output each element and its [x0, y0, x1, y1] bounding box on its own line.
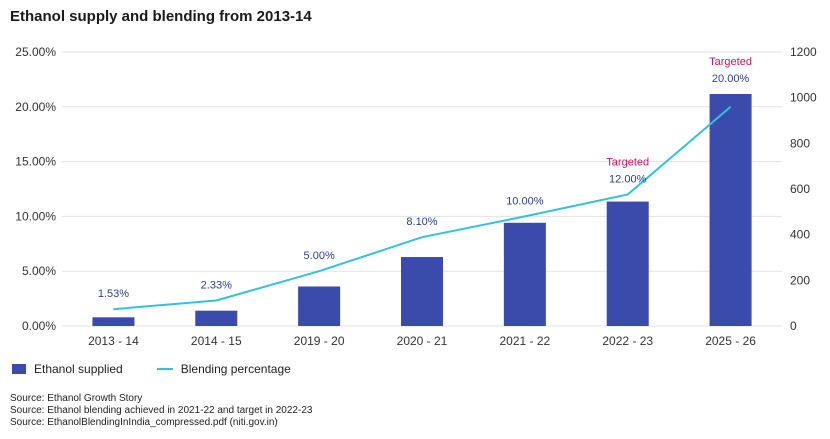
bar: [606, 201, 649, 326]
legend-label-ethanol-supplied: Ethanol supplied: [34, 362, 123, 376]
legend: Ethanol supplied Blending percentage: [12, 362, 291, 376]
left-axis-tick-label: 15.00%: [15, 155, 56, 169]
axis-labels: 0.00% 5.00% 10.00% 15.00% 20.00% 25.00% 0 200 40…: [15, 45, 817, 348]
data-label: 10.00%: [506, 195, 544, 207]
x-axis-tick-label: 2019 - 20: [294, 334, 345, 348]
right-axis-tick-label: 1200: [790, 45, 817, 59]
data-label: 2.33%: [201, 279, 232, 291]
left-axis-tick-label: 20.00%: [15, 100, 56, 114]
data-label: 8.10%: [406, 216, 437, 228]
right-axis-tick-label: 200: [790, 273, 810, 287]
right-axis-tick-label: 0: [790, 319, 797, 333]
sources: Source: Ethanol Growth Story Source: Eth…: [10, 393, 312, 429]
left-axis-tick-label: 5.00%: [22, 264, 56, 278]
x-axis-tick-label: 2020 - 21: [397, 334, 448, 348]
line-series: [113, 106, 732, 311]
annotation-label: Targeted: [606, 156, 649, 168]
blending-line: [113, 106, 732, 311]
source-line: Source: Ethanol Growth Story: [10, 393, 143, 404]
x-axis-tick-label: 2021 - 22: [499, 334, 550, 348]
left-axis-tick-label: 0.00%: [22, 319, 56, 333]
chart-title: Ethanol supply and blending from 2013-14: [10, 8, 312, 25]
right-axis-tick-label: 800: [790, 136, 810, 150]
left-axis-tick-label: 25.00%: [15, 45, 56, 59]
bar: [195, 310, 238, 326]
source-line: Source: Ethanol blending achieved in 202…: [10, 405, 313, 416]
bar: [709, 94, 752, 326]
legend-line-swatch: [156, 368, 173, 370]
bar: [92, 317, 135, 326]
data-labels: 1.53% 2.33% 5.00% 8.10% 10.00% 12.00% 20.00% Ta…: [98, 56, 752, 300]
legend-bar-swatch: [12, 364, 26, 374]
bar: [298, 286, 341, 326]
data-label: 1.53%: [98, 288, 129, 300]
bar: [401, 257, 443, 326]
x-axis-tick-label: 2022 - 23: [602, 334, 653, 348]
bar: [503, 222, 546, 326]
bar-series: [92, 94, 752, 326]
right-axis-tick-label: 600: [790, 182, 810, 196]
legend-label-blending-percentage: Blending percentage: [180, 362, 291, 376]
data-label: 12.00%: [609, 173, 647, 185]
data-label: 5.00%: [304, 250, 335, 262]
data-label: 20.00%: [712, 73, 750, 85]
right-axis-tick-label: 1000: [790, 91, 817, 105]
x-axis-tick-label: 2025 - 26: [705, 334, 756, 348]
ethanol-chart: 1.53% 2.33% 5.00% 8.10% 10.00% 12.00% 20.00% Ta…: [15, 45, 817, 348]
annotation-label: Targeted: [709, 56, 752, 68]
right-axis-tick-label: 400: [790, 228, 810, 242]
x-axis-tick-label: 2013 - 14: [88, 334, 139, 348]
x-axis-tick-label: 2014 - 15: [191, 334, 242, 348]
source-line: Source: EthanolBlendingInIndia_compresse…: [10, 417, 278, 428]
left-axis-tick-label: 10.00%: [15, 209, 56, 223]
